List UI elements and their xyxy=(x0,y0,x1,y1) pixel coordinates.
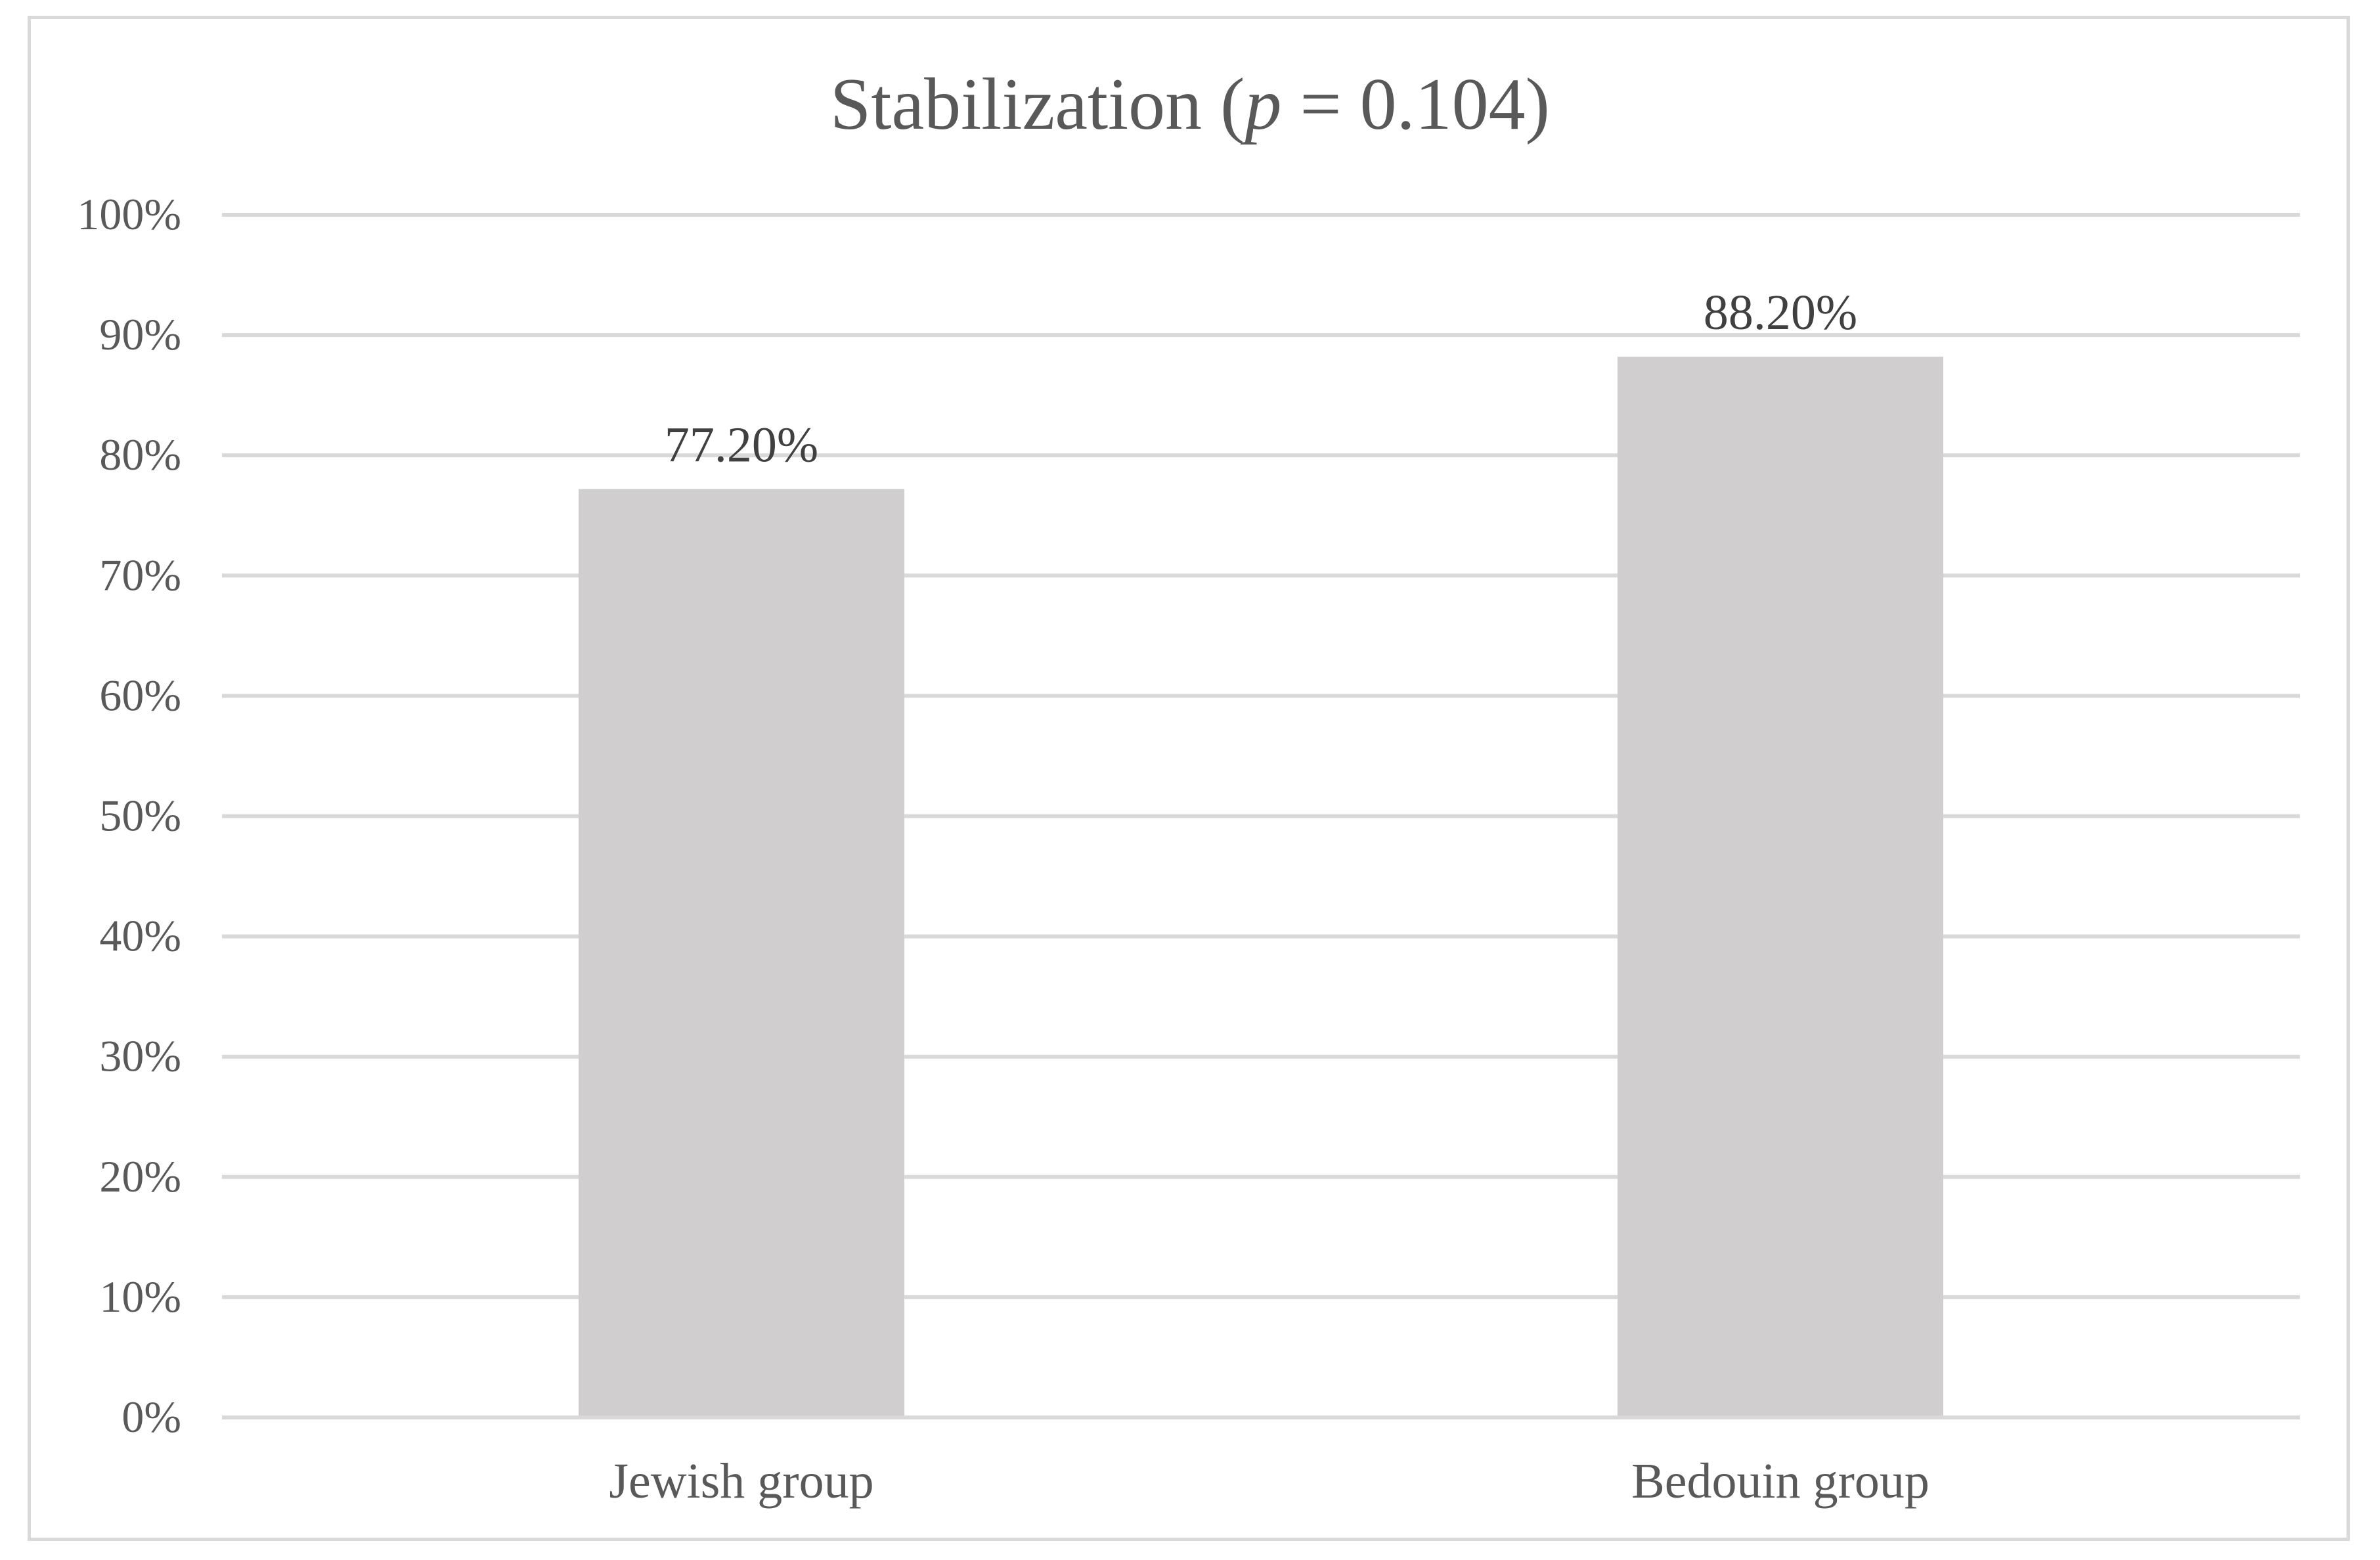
data-label: 88.20% xyxy=(1704,285,1857,340)
y-tick-label: 80% xyxy=(99,430,181,479)
chart-title: Stabilization (p = 0.104) xyxy=(830,64,1550,145)
data-label: 77.20% xyxy=(665,417,818,472)
y-tick-label: 100% xyxy=(77,189,181,239)
y-axis-tick-labels: 0% 10% 20% 30% 40% 50% 60% 70% 80% 90% 100% xyxy=(77,189,181,1442)
y-tick-label: 60% xyxy=(99,670,181,720)
category-label: Bedouin group xyxy=(1631,1454,1929,1509)
bars xyxy=(579,357,1943,1417)
chart-frame xyxy=(28,16,2350,1541)
x-axis-category-labels: Jewish group Bedouin group xyxy=(222,1415,2300,1509)
gridlines xyxy=(222,213,2300,1419)
y-tick-label: 70% xyxy=(99,550,181,600)
y-tick-label: 20% xyxy=(99,1151,181,1201)
y-tick-label: 0% xyxy=(121,1392,181,1442)
y-tick-label: 10% xyxy=(99,1272,181,1322)
y-tick-label: 50% xyxy=(99,791,181,841)
y-tick-label: 40% xyxy=(99,911,181,961)
category-label: Jewish group xyxy=(609,1454,873,1509)
y-tick-label: 90% xyxy=(99,309,181,359)
y-tick-label: 30% xyxy=(99,1031,181,1081)
data-labels: 77.20% 88.20% xyxy=(665,285,1857,472)
bar xyxy=(1618,357,1943,1417)
bar xyxy=(579,489,904,1417)
